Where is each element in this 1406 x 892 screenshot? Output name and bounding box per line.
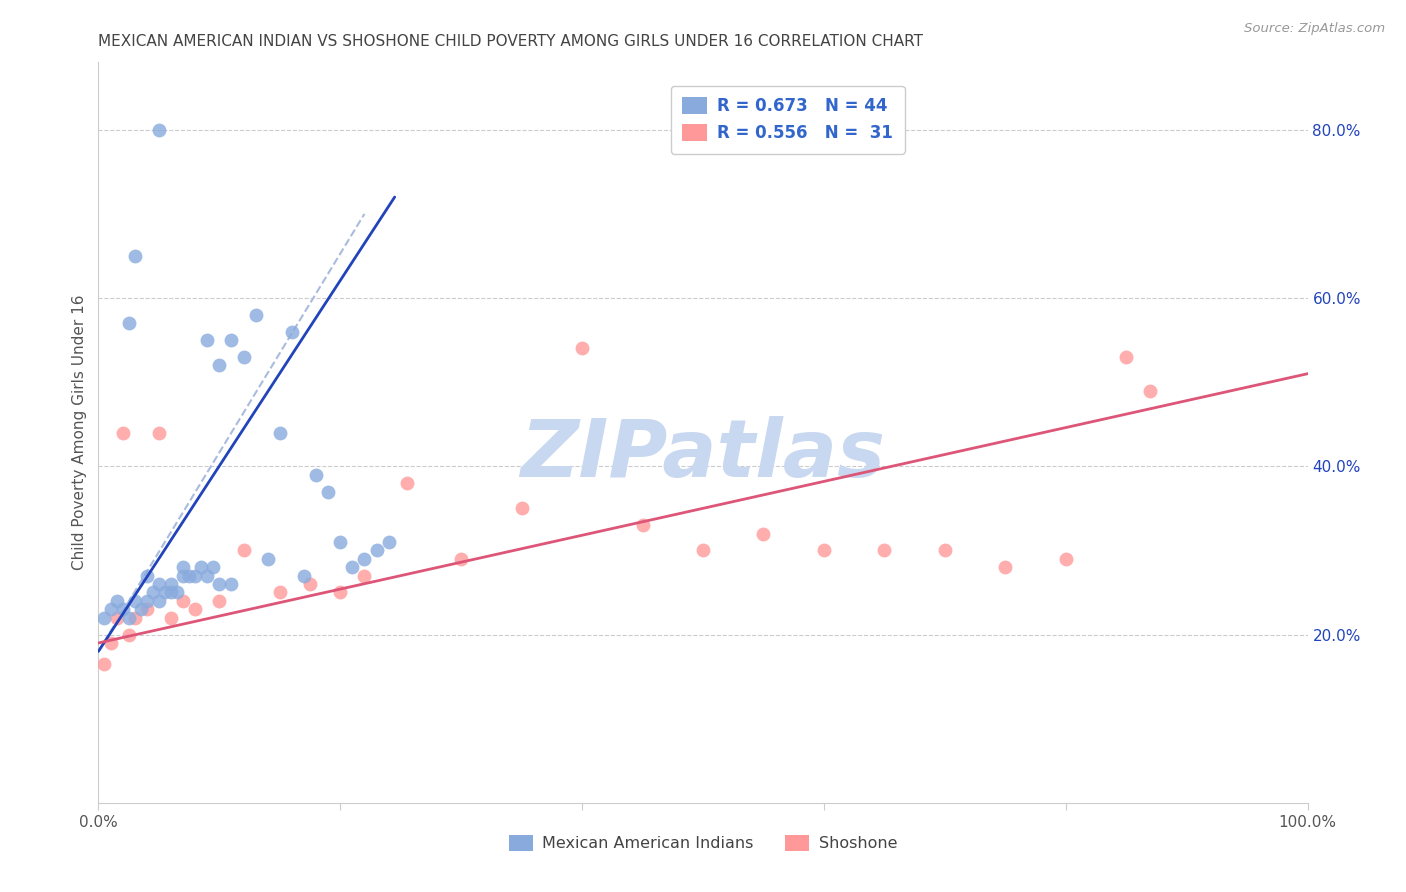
Point xyxy=(111,602,134,616)
Point xyxy=(1139,384,1161,398)
Point xyxy=(631,518,654,533)
Y-axis label: Child Poverty Among Girls Under 16: Child Poverty Among Girls Under 16 xyxy=(72,295,87,570)
Point xyxy=(395,476,418,491)
Point xyxy=(148,594,170,608)
Point xyxy=(100,602,122,616)
Point xyxy=(510,501,533,516)
Point xyxy=(153,585,176,599)
Point xyxy=(105,610,128,624)
Point xyxy=(232,543,254,558)
Point xyxy=(142,585,165,599)
Point xyxy=(148,425,170,440)
Point xyxy=(118,610,141,624)
Point xyxy=(256,551,278,566)
Point xyxy=(93,657,115,671)
Point xyxy=(208,577,231,591)
Text: ZIPatlas: ZIPatlas xyxy=(520,416,886,494)
Point xyxy=(195,568,218,582)
Point xyxy=(353,568,375,582)
Point xyxy=(111,425,134,440)
Point xyxy=(692,543,714,558)
Point xyxy=(450,551,472,566)
Point xyxy=(124,594,146,608)
Point xyxy=(1054,551,1077,566)
Point xyxy=(221,333,243,347)
Point xyxy=(329,585,352,599)
Point xyxy=(994,560,1017,574)
Point xyxy=(269,425,291,440)
Point xyxy=(105,594,128,608)
Point xyxy=(342,560,364,574)
Point xyxy=(245,308,267,322)
Point xyxy=(148,122,170,136)
Point xyxy=(148,577,170,591)
Point xyxy=(752,526,775,541)
Point xyxy=(93,610,115,624)
Point xyxy=(160,610,183,624)
Point xyxy=(118,627,141,641)
Point xyxy=(124,610,146,624)
Point xyxy=(135,602,157,616)
Point xyxy=(135,594,157,608)
Point xyxy=(1115,350,1137,364)
Point xyxy=(195,333,218,347)
Point xyxy=(305,467,328,482)
Point xyxy=(172,568,194,582)
Point xyxy=(184,602,207,616)
Text: Source: ZipAtlas.com: Source: ZipAtlas.com xyxy=(1244,22,1385,36)
Point xyxy=(353,551,375,566)
Point xyxy=(129,602,152,616)
Point xyxy=(329,535,352,549)
Point xyxy=(281,325,304,339)
Point xyxy=(160,577,183,591)
Point xyxy=(292,568,315,582)
Point xyxy=(813,543,835,558)
Point xyxy=(873,543,896,558)
Point xyxy=(172,594,194,608)
Point xyxy=(934,543,956,558)
Text: MEXICAN AMERICAN INDIAN VS SHOSHONE CHILD POVERTY AMONG GIRLS UNDER 16 CORRELATI: MEXICAN AMERICAN INDIAN VS SHOSHONE CHIL… xyxy=(98,34,924,49)
Point xyxy=(208,594,231,608)
Point xyxy=(316,484,339,499)
Point xyxy=(299,577,322,591)
Point xyxy=(135,568,157,582)
Point xyxy=(190,560,212,574)
Point xyxy=(160,585,183,599)
Point xyxy=(366,543,388,558)
Legend: Mexican American Indians, Shoshone: Mexican American Indians, Shoshone xyxy=(502,829,904,858)
Point xyxy=(208,359,231,373)
Point xyxy=(184,568,207,582)
Point xyxy=(232,350,254,364)
Point xyxy=(166,585,188,599)
Point xyxy=(179,568,201,582)
Point xyxy=(269,585,291,599)
Point xyxy=(124,249,146,263)
Point xyxy=(221,577,243,591)
Point xyxy=(118,316,141,330)
Point xyxy=(100,636,122,650)
Point xyxy=(571,342,593,356)
Point xyxy=(202,560,225,574)
Point xyxy=(172,560,194,574)
Point xyxy=(377,535,399,549)
